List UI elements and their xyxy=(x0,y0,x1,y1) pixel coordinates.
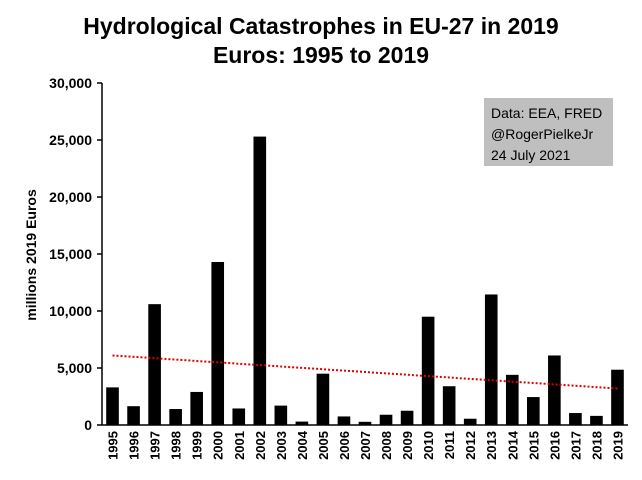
x-tick-label-2009: 2009 xyxy=(400,431,415,460)
bar-2016 xyxy=(548,355,561,425)
bar-2009 xyxy=(400,410,414,425)
bar-2002 xyxy=(253,136,267,425)
x-tick-label-2012: 2012 xyxy=(463,431,478,460)
x-tick-label-2006: 2006 xyxy=(337,431,352,460)
bar-1998 xyxy=(169,409,182,425)
bar-2013 xyxy=(484,294,498,425)
x-tick-label-2001: 2001 xyxy=(232,431,247,460)
x-tick-label-2000: 2000 xyxy=(211,431,226,460)
x-tick-label-2018: 2018 xyxy=(589,431,604,460)
bar-2001 xyxy=(232,408,246,425)
bar-1995 xyxy=(106,387,119,425)
bar-2012 xyxy=(463,418,477,425)
bar-2007 xyxy=(358,421,372,425)
bar-1996 xyxy=(127,406,140,425)
bar-2004 xyxy=(295,421,309,425)
x-tick-label-2007: 2007 xyxy=(358,431,373,460)
bar-1997 xyxy=(148,304,161,425)
x-tick-label-2019: 2019 xyxy=(610,431,625,460)
y-axis-label: millions 2019 Euros xyxy=(23,189,39,321)
y-tick-label: 30,000 xyxy=(49,75,92,91)
bar-2008 xyxy=(379,414,393,425)
bar-2010 xyxy=(421,316,435,425)
annotation-date: 24 July 2021 xyxy=(491,147,571,163)
x-tick-label-2013: 2013 xyxy=(484,431,499,460)
bar-2019 xyxy=(611,369,624,425)
x-tick-label-1998: 1998 xyxy=(169,431,184,460)
annotation-twitter-handle[interactable]: @RogerPielkeJr xyxy=(491,126,593,142)
y-tick-label: 5,000 xyxy=(57,360,92,376)
bar-2000 xyxy=(211,261,225,425)
bar-2006 xyxy=(337,416,351,425)
x-tick-label-2003: 2003 xyxy=(274,431,289,460)
x-tick-label-2017: 2017 xyxy=(568,431,583,460)
bar-2011 xyxy=(442,386,456,425)
bar-2003 xyxy=(274,405,288,425)
y-tick-label: 0 xyxy=(84,417,92,433)
x-tick-label-1999: 1999 xyxy=(190,431,205,460)
trend-line xyxy=(112,354,618,390)
y-axis-ticks: 0 5,000 10,000 15,000 20,000 25,000 30,000 xyxy=(49,75,102,433)
bar-2005 xyxy=(316,373,330,425)
bar-1999 xyxy=(190,391,203,425)
bar-2015 xyxy=(527,397,540,425)
x-tick-label-2011: 2011 xyxy=(442,431,457,459)
x-tick-label-2014: 2014 xyxy=(505,430,520,460)
annotation-source: Data: EEA, FRED xyxy=(491,105,602,121)
annotation-box xyxy=(484,98,613,166)
bar-2018 xyxy=(590,415,603,425)
x-tick-label-2010: 2010 xyxy=(421,431,436,460)
y-tick-label: 15,000 xyxy=(49,246,92,262)
x-tick-label-2002: 2002 xyxy=(253,431,268,460)
source-annotation: Data: EEA, FRED @RogerPielkeJr 24 July 2… xyxy=(484,98,613,166)
y-tick-label: 25,000 xyxy=(49,132,92,148)
x-tick-label-2008: 2008 xyxy=(379,431,394,460)
x-tick-label-1996: 1996 xyxy=(127,431,142,460)
x-tick-label-1995: 1995 xyxy=(106,431,121,460)
x-tick-label-1997: 1997 xyxy=(148,431,163,460)
x-tick-label-2015: 2015 xyxy=(526,431,541,460)
x-tick-label-2016: 2016 xyxy=(547,431,562,460)
chart-title-line-2: Euros: 1995 to 2019 xyxy=(213,42,429,68)
y-tick-label: 10,000 xyxy=(49,303,92,319)
bar-2017 xyxy=(569,413,582,425)
y-tick-label: 20,000 xyxy=(49,189,92,205)
x-axis-ticks: 1995 1996 1997 1998 1999 2000 2001 2002 2003 2004… xyxy=(106,430,626,460)
chart-title-line-1: Hydrological Catastrophes in EU-27 in 20… xyxy=(83,13,558,39)
x-tick-label-2005: 2005 xyxy=(316,431,331,460)
bar-2014 xyxy=(505,374,519,425)
x-tick-label-2004: 2004 xyxy=(295,430,310,460)
bars xyxy=(106,136,624,425)
